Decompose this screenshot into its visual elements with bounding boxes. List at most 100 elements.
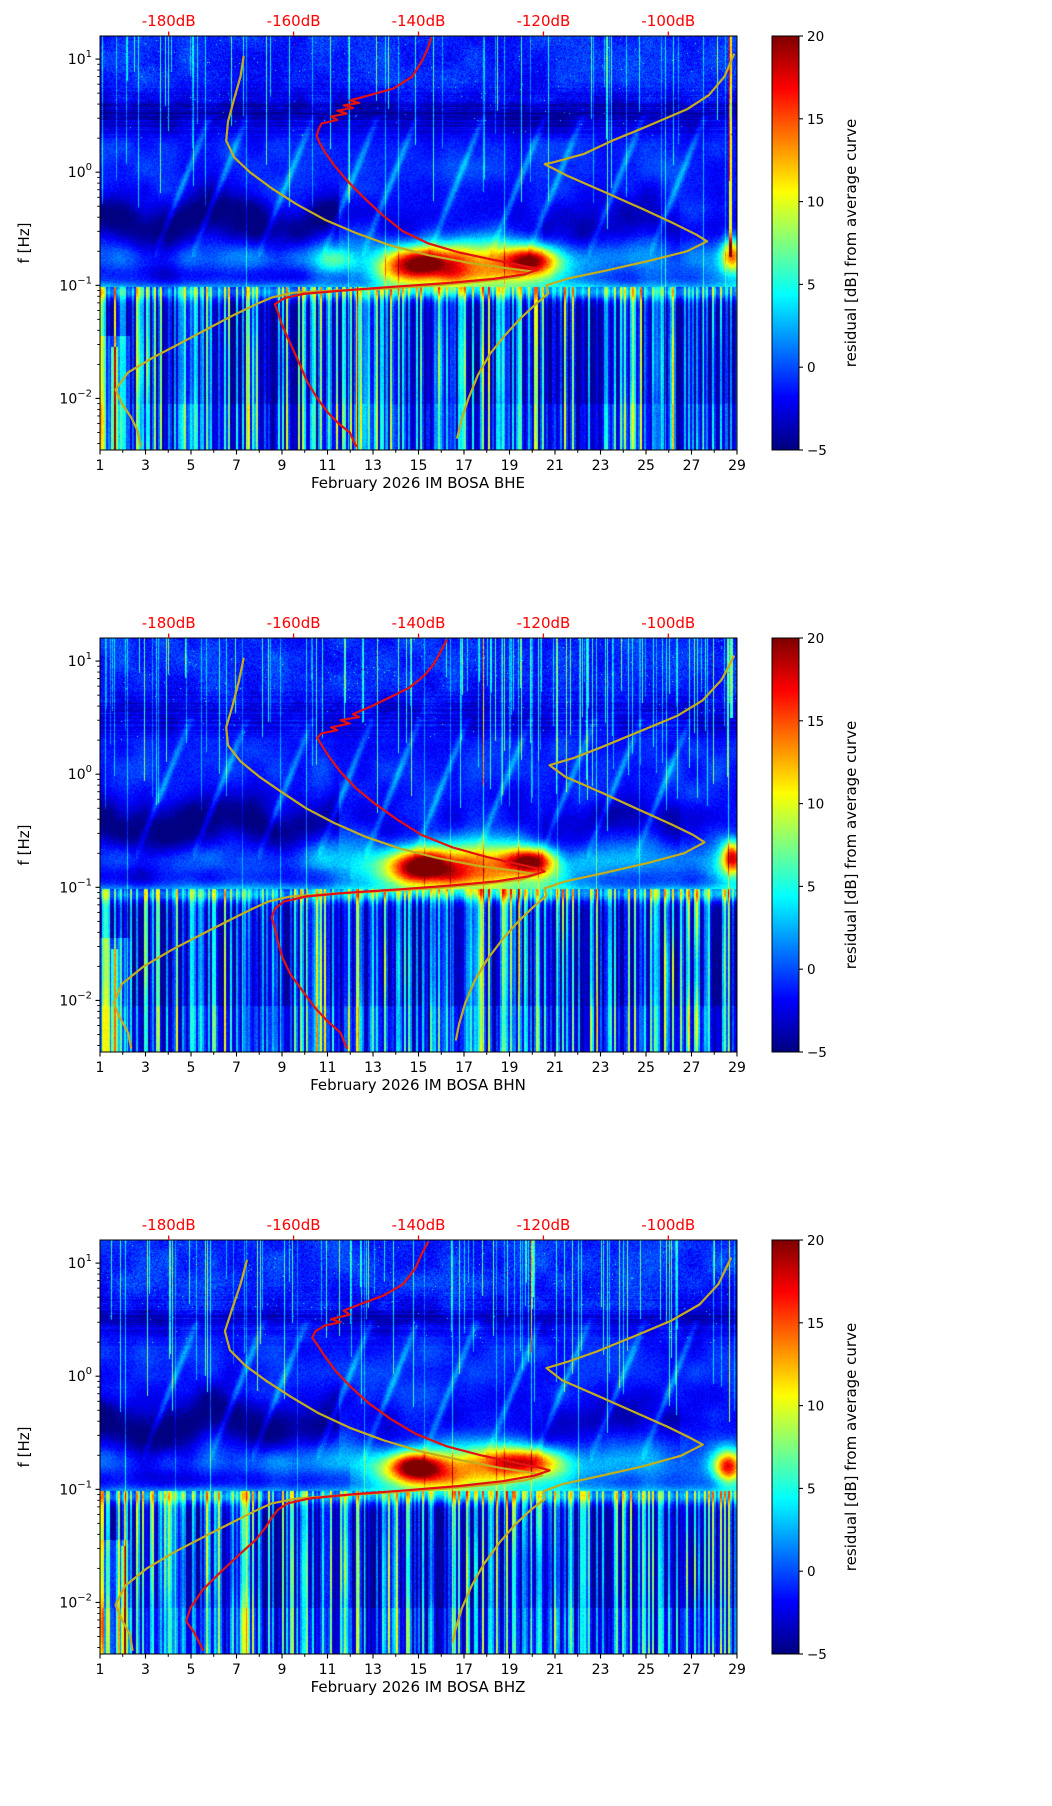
- svg-text:25: 25: [637, 1662, 655, 1678]
- svg-text:5: 5: [807, 1481, 816, 1497]
- svg-text:15: 15: [807, 112, 824, 128]
- svg-text:23: 23: [592, 458, 610, 474]
- svg-text:25: 25: [637, 1060, 655, 1076]
- svg-text:10−1: 10−1: [59, 877, 92, 896]
- svg-text:10−1: 10−1: [59, 275, 92, 294]
- svg-text:11: 11: [319, 1060, 337, 1076]
- svg-text:-140dB: -140dB: [392, 1216, 446, 1234]
- svg-text:19: 19: [501, 458, 519, 474]
- svg-text:27: 27: [683, 458, 701, 474]
- svg-text:-100dB: -100dB: [641, 12, 695, 30]
- svg-text:29: 29: [728, 458, 746, 474]
- svg-text:1: 1: [96, 1060, 105, 1076]
- spectrogram-figure-bhn: 1 3 5 7 9 11 13 15 17 19 21 23 25 27 29 101 100 10−1 10−2-…: [0, 602, 1052, 1204]
- svg-text:10−2: 10−2: [59, 990, 92, 1009]
- svg-text:3: 3: [141, 458, 150, 474]
- colorbar-gradient-bhe: [772, 36, 799, 450]
- svg-text:-160dB: -160dB: [267, 12, 321, 30]
- svg-text:-120dB: -120dB: [516, 614, 570, 632]
- svg-text:27: 27: [683, 1060, 701, 1076]
- x-axis-title-bhn: February 2026 IM BOSA BHN: [310, 1076, 526, 1094]
- svg-text:21: 21: [546, 458, 564, 474]
- spectrogram-heatmap-bhe: [100, 36, 737, 450]
- svg-text:29: 29: [728, 1060, 746, 1076]
- svg-text:21: 21: [546, 1060, 564, 1076]
- svg-text:1: 1: [96, 1662, 105, 1678]
- svg-text:5: 5: [187, 1060, 196, 1076]
- svg-text:23: 23: [592, 1060, 610, 1076]
- svg-text:13: 13: [364, 458, 382, 474]
- svg-text:7: 7: [232, 1060, 241, 1076]
- y-axis-label: f [Hz]: [15, 222, 33, 264]
- svg-text:11: 11: [319, 1662, 337, 1678]
- svg-text:100: 100: [68, 1366, 92, 1385]
- svg-text:10−2: 10−2: [59, 388, 92, 407]
- svg-text:101: 101: [68, 651, 92, 670]
- svg-text:101: 101: [68, 49, 92, 68]
- svg-text:-120dB: -120dB: [516, 12, 570, 30]
- svg-text:-120dB: -120dB: [516, 1216, 570, 1234]
- svg-text:5: 5: [807, 277, 816, 293]
- svg-text:5: 5: [187, 458, 196, 474]
- svg-text:100: 100: [68, 764, 92, 783]
- svg-text:5: 5: [807, 879, 816, 895]
- svg-text:15: 15: [410, 1060, 428, 1076]
- spectrogram-figure-bhe: 1 3 5 7 9 11 13 15 17 19 21 23 25 27 29 101 100 10−1 10−2-…: [0, 0, 1052, 602]
- svg-text:1: 1: [96, 458, 105, 474]
- svg-text:3: 3: [141, 1662, 150, 1678]
- svg-text:9: 9: [278, 1060, 287, 1076]
- svg-text:9: 9: [278, 458, 287, 474]
- svg-text:0: 0: [807, 360, 816, 376]
- svg-text:21: 21: [546, 1662, 564, 1678]
- svg-text:-140dB: -140dB: [392, 614, 446, 632]
- svg-text:20: 20: [807, 29, 824, 45]
- svg-text:7: 7: [232, 1662, 241, 1678]
- x-axis-title-bhe: February 2026 IM BOSA BHE: [310, 474, 526, 492]
- svg-text:10: 10: [807, 797, 824, 813]
- svg-text:9: 9: [278, 1662, 287, 1678]
- svg-text:10: 10: [807, 1399, 824, 1415]
- spectrogram-heatmap-bhn: [100, 638, 737, 1052]
- svg-text:−5: −5: [807, 1647, 827, 1663]
- svg-text:17: 17: [455, 458, 473, 474]
- svg-text:13: 13: [364, 1662, 382, 1678]
- spectrogram-figure-bhz: 1 3 5 7 9 11 13 15 17 19 21 23 25 27 29 101 100 10−1 10−2-…: [0, 1204, 1052, 1806]
- svg-text:3: 3: [141, 1060, 150, 1076]
- svg-text:-180dB: -180dB: [142, 12, 196, 30]
- svg-text:100: 100: [68, 162, 92, 181]
- svg-text:15: 15: [410, 458, 428, 474]
- spectrogram-heatmap-bhz: [100, 1240, 737, 1654]
- svg-text:20: 20: [807, 1233, 824, 1249]
- svg-text:-160dB: -160dB: [267, 1216, 321, 1234]
- svg-text:29: 29: [728, 1662, 746, 1678]
- svg-text:7: 7: [232, 458, 241, 474]
- svg-text:10−1: 10−1: [59, 1479, 92, 1498]
- svg-text:15: 15: [410, 1662, 428, 1678]
- svg-text:-100dB: -100dB: [641, 614, 695, 632]
- colorbar-label: residual [dB] from average curve: [842, 118, 860, 368]
- svg-text:101: 101: [68, 1253, 92, 1272]
- svg-text:15: 15: [807, 714, 824, 730]
- svg-text:11: 11: [319, 458, 337, 474]
- svg-text:-160dB: -160dB: [267, 614, 321, 632]
- svg-text:10: 10: [807, 195, 824, 211]
- svg-text:5: 5: [187, 1662, 196, 1678]
- svg-text:-100dB: -100dB: [641, 1216, 695, 1234]
- colorbar-label: residual [dB] from average curve: [842, 1322, 860, 1572]
- y-axis-label: f [Hz]: [15, 824, 33, 866]
- svg-text:15: 15: [807, 1316, 824, 1332]
- colorbar-label: residual [dB] from average curve: [842, 720, 860, 970]
- svg-text:13: 13: [364, 1060, 382, 1076]
- svg-text:10−2: 10−2: [59, 1592, 92, 1611]
- y-axis-label: f [Hz]: [15, 1426, 33, 1468]
- svg-text:25: 25: [637, 458, 655, 474]
- svg-text:−5: −5: [807, 1045, 827, 1061]
- svg-text:−5: −5: [807, 443, 827, 459]
- x-axis-title-bhz: February 2026 IM BOSA BHZ: [310, 1678, 526, 1696]
- svg-text:23: 23: [592, 1662, 610, 1678]
- svg-text:17: 17: [455, 1060, 473, 1076]
- colorbar-gradient-bhz: [772, 1240, 799, 1654]
- svg-text:-180dB: -180dB: [142, 614, 196, 632]
- svg-text:19: 19: [501, 1662, 519, 1678]
- svg-text:-180dB: -180dB: [142, 1216, 196, 1234]
